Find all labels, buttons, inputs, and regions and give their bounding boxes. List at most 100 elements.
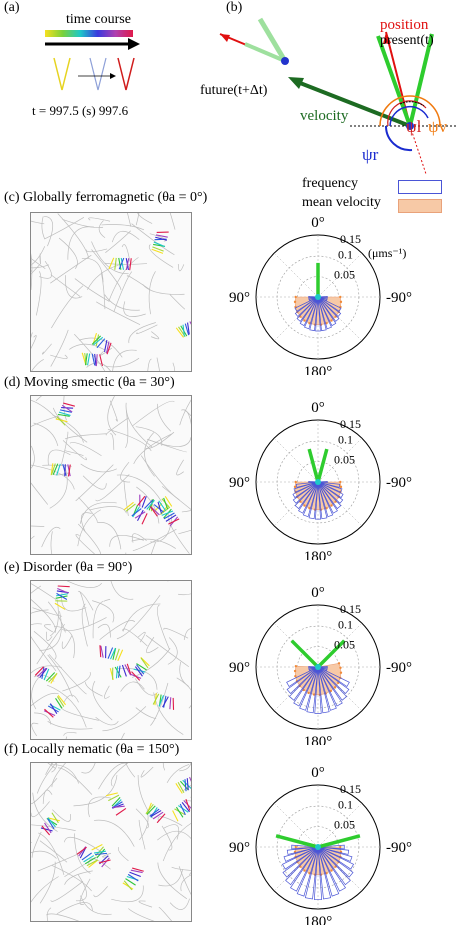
microtubule-tip-mark: [150, 810, 162, 818]
polar-bottom-label: 180°: [304, 549, 333, 560]
trajectory-path: [137, 775, 154, 820]
panel-e-polar-chart: 0° 90° -90° 180° 0.15 0.1 0.05: [210, 585, 458, 745]
trajectory-path: [63, 396, 67, 421]
present-point: [406, 122, 414, 130]
trajectory-path: [163, 627, 189, 639]
trajectory-path: [169, 294, 186, 310]
microtubule-tip-mark: [156, 813, 166, 824]
polar-ring-label: 0.1: [338, 798, 353, 812]
trajectory-path: [92, 600, 104, 639]
trajectory-path: [92, 600, 115, 623]
microtubule-tip-mark: [95, 852, 108, 856]
frequency-bar: [317, 481, 334, 518]
trajectory-path: [158, 907, 173, 921]
microtubule-tip-mark: [152, 811, 164, 820]
microtubule-tip-mark: [84, 353, 88, 366]
panel-e-snapshot: [30, 580, 192, 740]
mean-velocity-point: [294, 295, 297, 299]
legend-mean-velocity-label: mean velocity: [302, 195, 381, 210]
trajectory-path: [62, 219, 104, 228]
polar-bottom-label: 180°: [304, 914, 333, 925]
present-direction-stick: [317, 834, 361, 849]
polar-ring-label: 0.1: [338, 248, 353, 262]
polar-center: [315, 664, 321, 670]
microtubule-tip-mark: [149, 808, 160, 817]
frequency-bar: [317, 296, 327, 332]
present-direction-stick: [316, 448, 329, 483]
trajectory-path: [62, 617, 107, 632]
trajectory-path: [31, 220, 45, 225]
trajectory-path: [78, 523, 102, 554]
trajectory-path: [150, 513, 173, 543]
frequency-bar: [317, 481, 343, 493]
trajectory-path: [128, 322, 156, 344]
frequency-bar: [306, 666, 319, 714]
trajectory-path: [77, 509, 101, 547]
microtubule-tip-mark: [117, 665, 121, 678]
trajectory-path: [31, 583, 57, 601]
mean-velocity-point: [294, 845, 297, 849]
microtubule-tip-mark: [105, 341, 110, 354]
vector-definition-diagram: [219, 17, 458, 175]
trajectory-path: [31, 359, 44, 371]
microtubule-tip-mark: [55, 595, 68, 599]
trajectory-path: [132, 528, 177, 551]
frequency-bar: [317, 666, 350, 688]
trajectory-path: [117, 847, 129, 862]
trajectory-path: [93, 819, 135, 847]
trajectory-path: [67, 226, 95, 260]
microtubule-tip-mark: [145, 803, 154, 815]
trajectory-path: [35, 271, 42, 316]
trajectory-path: [88, 217, 111, 222]
trajectory-path: [77, 590, 94, 611]
mean-velocity-point: [294, 674, 297, 678]
trajectory-path: [117, 668, 158, 690]
trajectory-path: [31, 692, 59, 707]
frequency-bar: [317, 296, 342, 317]
frequency-bar: [291, 844, 319, 850]
trajectory-path: [148, 271, 156, 315]
time-course-diagram: [45, 30, 140, 91]
microtubule-tip-mark: [153, 504, 164, 513]
microtubule-tip-mark: [129, 258, 132, 271]
trajectory-path: [157, 862, 188, 900]
v-start-icon: [53, 57, 71, 91]
trajectory-path: [122, 628, 148, 647]
microtubule-tip-mark: [125, 503, 136, 512]
microtubule-tip-mark: [118, 257, 125, 270]
polar-d-svg: 0° 90° -90° 180° 0.15 0.1 0.05: [229, 400, 412, 560]
trajectory-path: [45, 763, 53, 775]
microtubule-tip-mark: [172, 810, 179, 822]
legend-mean-velocity-swatch: [398, 199, 442, 213]
microtubule-tip-mark: [115, 807, 127, 816]
trajectory-path: [133, 433, 172, 465]
microtubule-tip-mark: [149, 506, 158, 517]
frequency-bar: [317, 481, 342, 510]
microtubule-tip-mark: [189, 776, 191, 782]
microtubule-tip-mark: [151, 248, 164, 254]
mean-velocity-point: [294, 480, 297, 484]
prev-green-stick: [257, 17, 288, 63]
microtubule-tip-mark: [132, 867, 144, 872]
polar-top-label: 0°: [311, 585, 325, 601]
panel-c-title: (c) Globally ferromagnetic (θa = 0°): [4, 190, 208, 205]
trajectory-path: [32, 792, 58, 832]
trajectory-path: [51, 763, 57, 773]
trajectory-path: [81, 258, 104, 283]
trajectory-path: [150, 682, 169, 726]
frequency-bar: [299, 296, 319, 327]
microtubule-tip-mark: [76, 846, 87, 855]
trajectory-path: [46, 907, 52, 921]
trajectory-path: [178, 866, 191, 895]
microtubule-tip-mark: [165, 514, 177, 522]
mean-velocity-point: [330, 504, 333, 507]
microtubule-tip-mark: [155, 234, 168, 238]
microtubule-tip-mark: [114, 257, 117, 270]
microtubule-tip-mark: [63, 402, 75, 407]
trajectory-path: [105, 417, 129, 436]
frequency-bar: [290, 846, 319, 892]
microtubule-tip-mark: [140, 657, 149, 669]
frequency-bar: [317, 296, 337, 327]
microtubule-tip-mark: [98, 859, 111, 864]
present-direction-stick: [275, 834, 319, 849]
